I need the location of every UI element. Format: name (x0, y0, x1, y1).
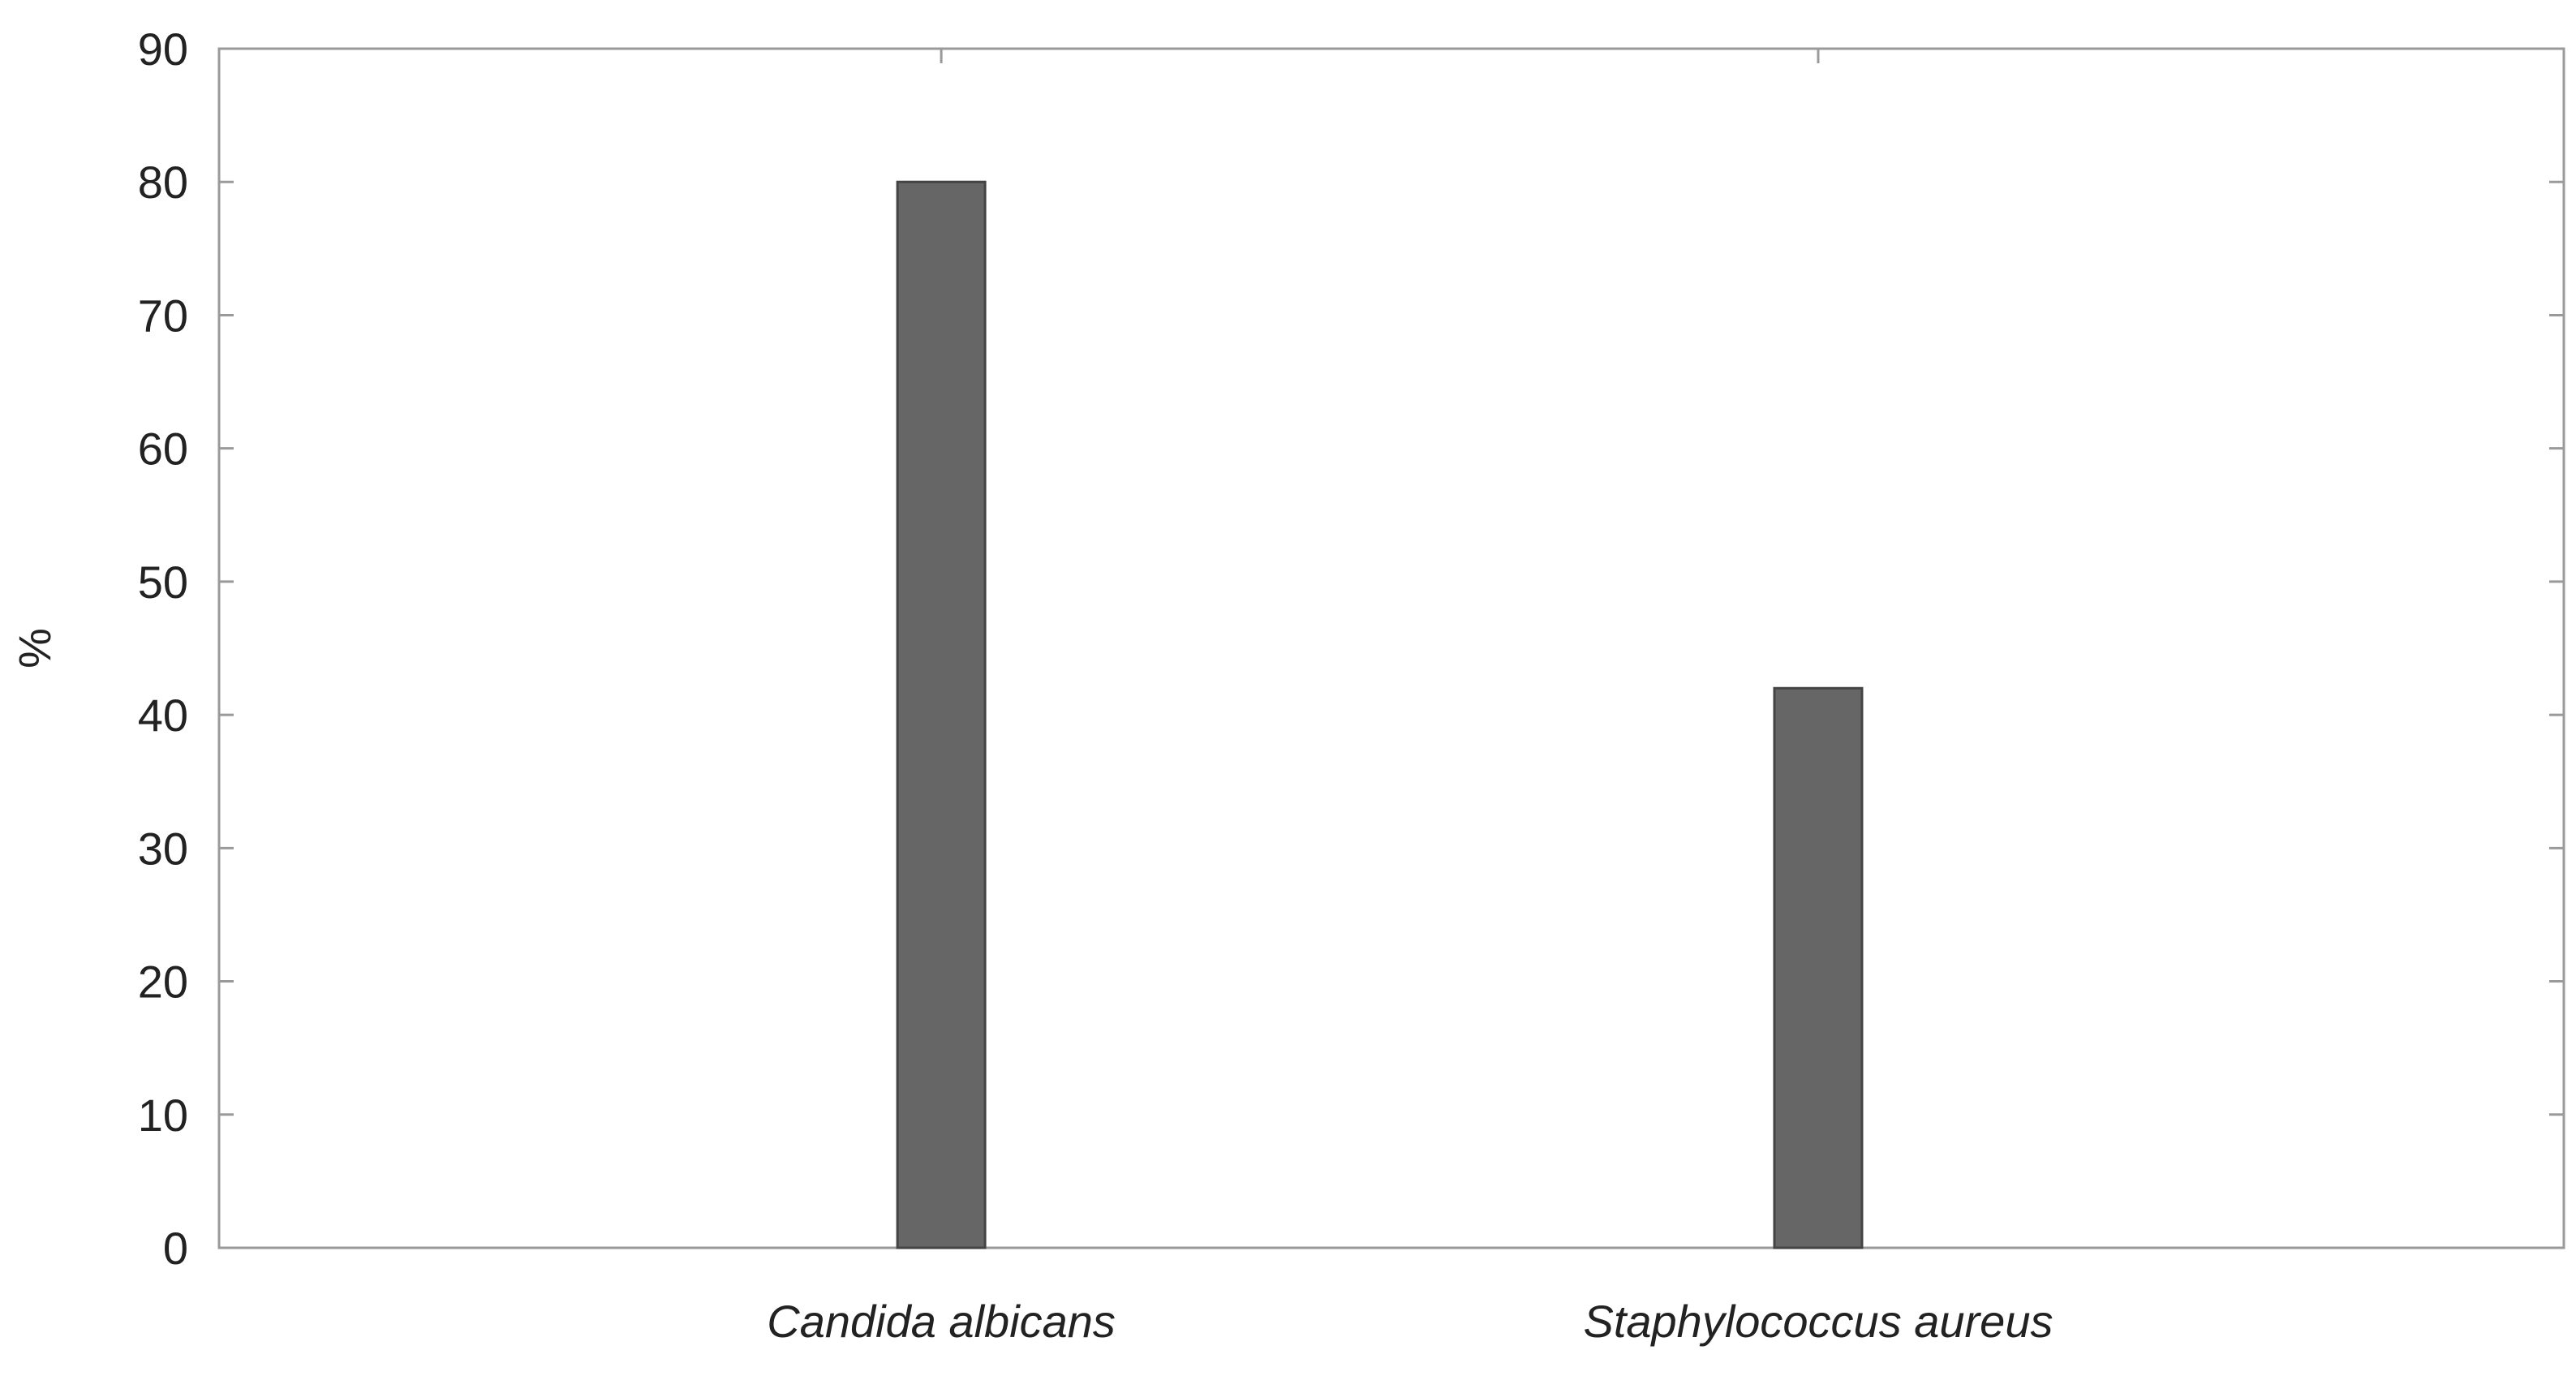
plot-area (217, 47, 2565, 1249)
bar-series (896, 180, 1864, 1249)
bar (1773, 686, 1864, 1249)
y-tick-label: 80 (138, 157, 188, 208)
y-tick-label: 10 (138, 1090, 188, 1141)
y-tick-label: 70 (138, 290, 188, 341)
y-axis-title: % (9, 628, 60, 669)
y-tick-label: 0 (163, 1223, 188, 1274)
bar (896, 180, 987, 1249)
x-tick-label: Staphylococcus aureus (1583, 1296, 2053, 1347)
y-tick-label: 90 (138, 24, 188, 75)
x-tick-label: Candida albicans (767, 1296, 1116, 1347)
y-tick-label: 30 (138, 823, 188, 874)
y-tick-label: 50 (138, 557, 188, 608)
y-tick-label: 20 (138, 957, 188, 1008)
x-axis: Candida albicans Staphylococcus aureus (767, 49, 2053, 1347)
y-tick-label: 60 (138, 424, 188, 475)
y-tick-label: 40 (138, 690, 188, 741)
y-axis: 0 10 20 30 40 50 60 70 80 90 (138, 24, 2564, 1274)
